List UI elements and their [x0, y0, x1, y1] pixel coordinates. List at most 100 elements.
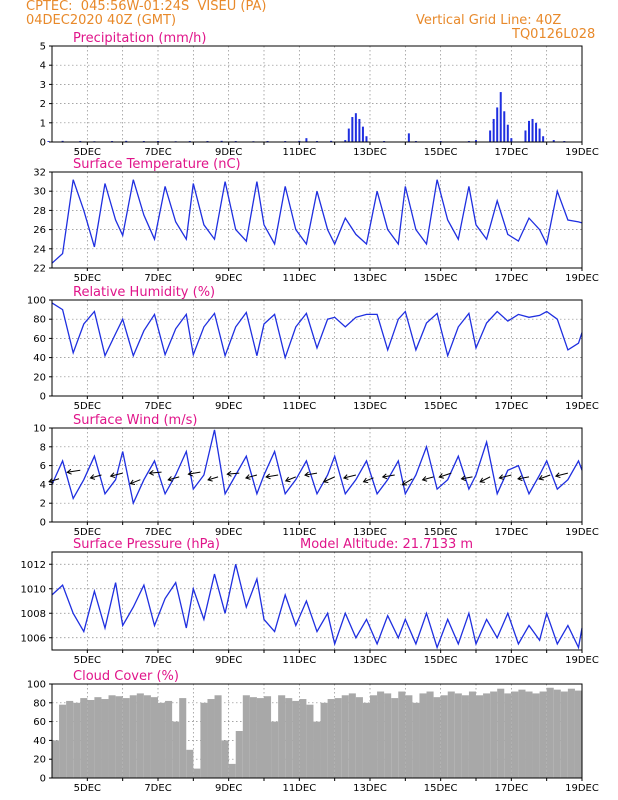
panel-title: Surface Wind (m/s)	[73, 413, 197, 428]
cloud-bar	[362, 702, 370, 778]
precip-bar	[503, 111, 506, 142]
cloud-bar	[348, 693, 356, 778]
x-tick-label: 11DEC	[282, 273, 316, 284]
precip-bar	[489, 130, 492, 142]
wind-arrow-head	[89, 474, 96, 480]
precip-bar	[552, 140, 555, 142]
x-tick-label: 19DEC	[565, 527, 599, 538]
precip-bar	[351, 117, 354, 142]
cloud-bar	[207, 699, 215, 778]
wind-arrow-head	[207, 476, 213, 482]
panel-title: Surface Temperature (nC)	[73, 157, 241, 172]
wind-arrow	[285, 476, 296, 482]
wind-arrow	[188, 471, 201, 475]
x-tick-label: 7DEC	[144, 273, 171, 284]
cloud-bar	[476, 695, 484, 778]
y-tick-label: 22	[33, 264, 46, 275]
series-line	[51, 302, 583, 360]
x-tick-label: 9DEC	[215, 527, 242, 538]
x-tick-label: 5DEC	[74, 273, 101, 284]
y-tick-label: 0	[40, 392, 46, 403]
precip-bar	[475, 140, 477, 142]
y-tick-label: 4	[40, 61, 46, 72]
wind-arrow-head	[342, 474, 349, 480]
x-tick-label: 17DEC	[494, 273, 528, 284]
x-tick-label: 15DEC	[424, 527, 458, 538]
cloud-bar	[539, 691, 547, 778]
y-tick-label: 28	[33, 206, 46, 217]
y-tick-label: 30	[33, 187, 46, 198]
cloud-bar	[299, 699, 307, 778]
cloud-bar	[108, 695, 116, 778]
wind-arrow	[402, 478, 413, 486]
x-tick-label: 9DEC	[215, 783, 242, 794]
precip-bar	[344, 140, 347, 142]
x-tick-label: 15DEC	[424, 401, 458, 412]
wind-arrow	[245, 474, 258, 479]
x-tick-label: 7DEC	[144, 527, 171, 538]
precip-bar	[407, 133, 410, 142]
x-tick-label: 11DEC	[282, 401, 316, 412]
x-tick-label: 15DEC	[424, 655, 458, 666]
cloud-bar	[80, 698, 88, 778]
y-tick-label: 6	[40, 461, 46, 472]
y-tick-label: 24	[33, 244, 46, 255]
cloud-bar	[320, 702, 328, 778]
x-tick-label: 19DEC	[565, 273, 599, 284]
y-tick-label: 40	[33, 353, 46, 364]
precip-bar	[542, 136, 545, 142]
cloud-bar	[285, 698, 293, 778]
x-tick-label: 5DEC	[74, 527, 101, 538]
wind-arrow-head	[148, 469, 154, 476]
x-tick-label: 13DEC	[353, 655, 387, 666]
cloud-bar	[200, 702, 208, 778]
precip-bar	[506, 124, 509, 142]
cloud-bar	[447, 691, 455, 778]
y-tick-label: 60	[33, 334, 46, 345]
precip-bar	[528, 120, 530, 142]
cloud-bar	[391, 698, 399, 778]
wind-arrow-head	[66, 468, 72, 475]
precip-bar	[220, 140, 223, 142]
precip-bar	[298, 140, 301, 142]
precip-bar	[510, 138, 513, 142]
cloud-bar	[412, 702, 420, 778]
wind-arrow-head	[538, 474, 544, 481]
wind-arrow	[168, 476, 180, 481]
x-tick-label: 15DEC	[424, 147, 458, 158]
cloud-bar	[150, 697, 158, 778]
x-tick-label: 11DEC	[282, 527, 316, 538]
precip-bar	[531, 118, 534, 142]
cloud-bar	[461, 695, 469, 778]
cloud-bar	[129, 695, 137, 778]
precip-bar	[535, 122, 538, 142]
cloud-bar	[278, 695, 286, 778]
cloud-bar	[214, 695, 222, 778]
x-tick-label: 17DEC	[494, 401, 528, 412]
wind-arrow	[110, 472, 123, 477]
cloud-bar	[292, 700, 300, 778]
cloud-bar	[186, 749, 194, 778]
y-tick-label: 26	[33, 225, 46, 236]
cloud-bar	[122, 698, 130, 778]
wind-arrow	[149, 471, 162, 474]
wind-arrow-head	[517, 475, 523, 482]
wind-arrow	[517, 476, 530, 480]
cloud-bar	[101, 699, 109, 778]
y-tick-label: 2	[40, 99, 46, 110]
cloud-bar	[59, 704, 67, 778]
cloud-bar	[355, 697, 363, 778]
wind-arrow-head	[401, 480, 408, 486]
cloud-bar	[454, 693, 462, 778]
panel-frame	[51, 551, 583, 651]
panel-title: Surface Pressure (hPa)	[73, 537, 220, 552]
x-tick-label: 5DEC	[74, 655, 101, 666]
x-tick-label: 5DEC	[74, 783, 101, 794]
panel-frame	[51, 427, 583, 523]
cloud-bar	[546, 687, 554, 778]
panel-frame	[51, 171, 583, 269]
x-tick-label: 19DEC	[565, 783, 599, 794]
cloud-bar	[52, 740, 60, 778]
x-tick-label: 19DEC	[565, 655, 599, 666]
